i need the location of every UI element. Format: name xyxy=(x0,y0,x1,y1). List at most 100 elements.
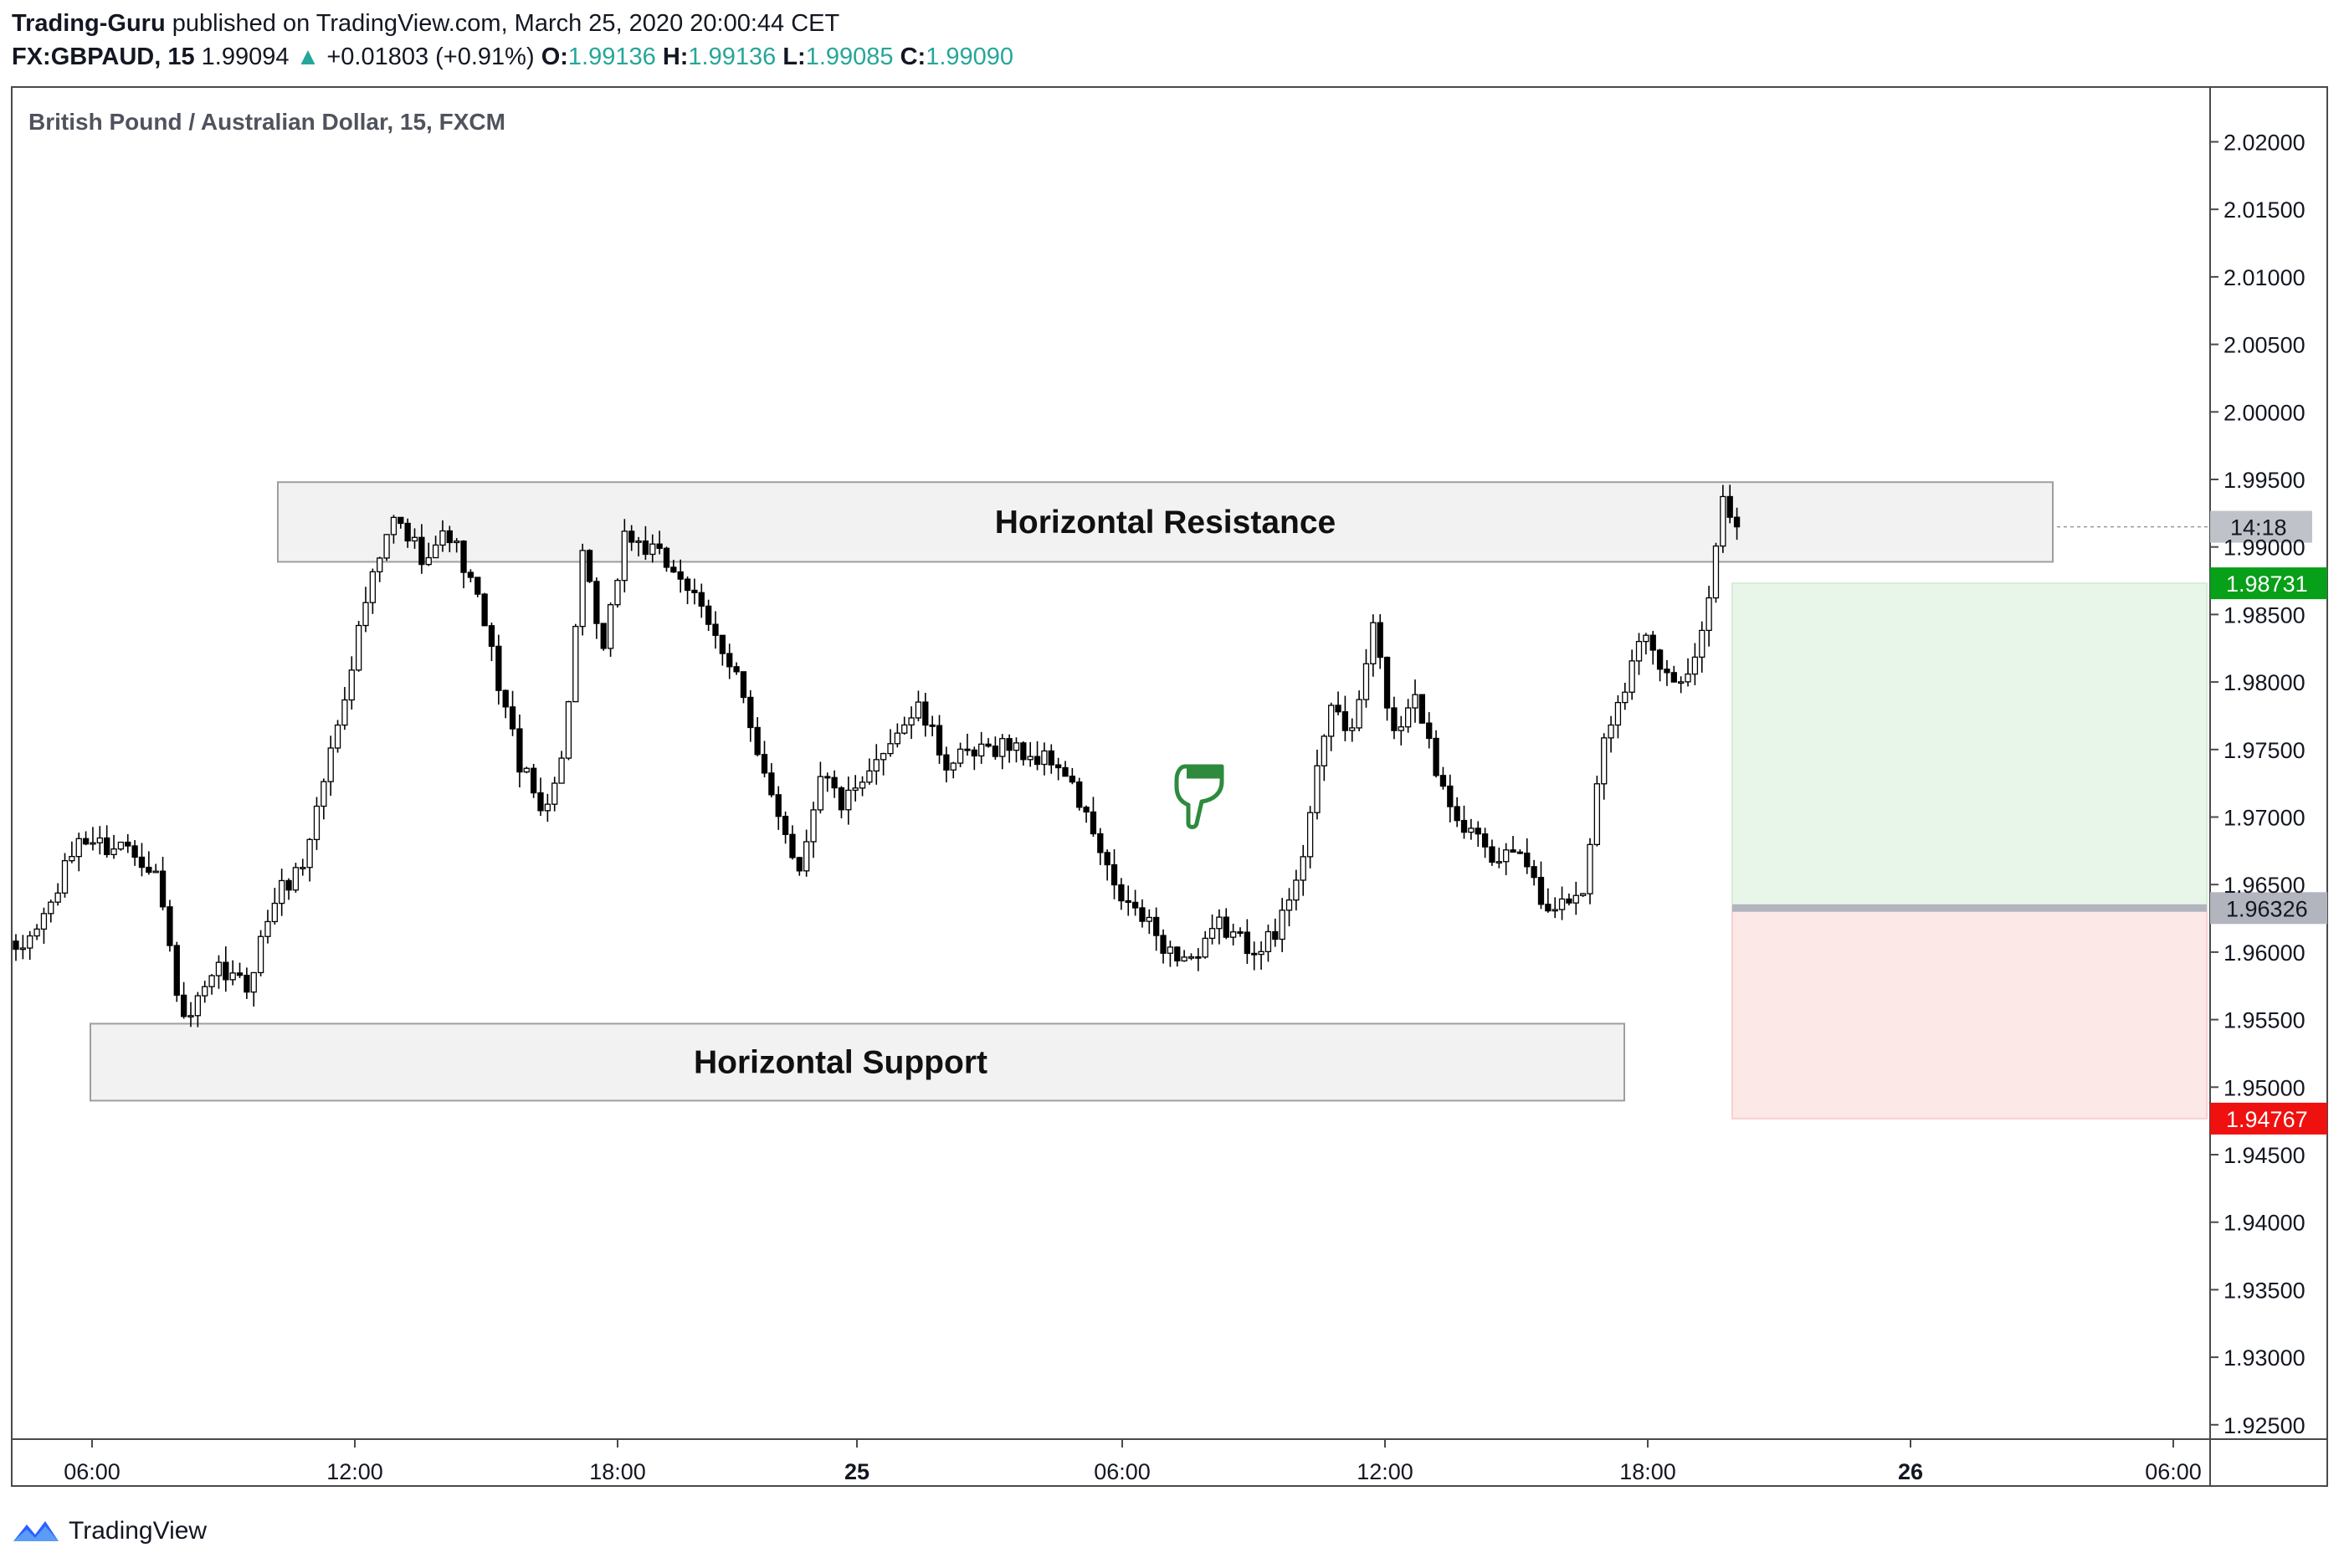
candle-down[interactable] xyxy=(698,592,705,607)
candle-down[interactable] xyxy=(1062,766,1069,777)
candle-up[interactable] xyxy=(1579,893,1587,896)
candle-up[interactable] xyxy=(194,995,202,1017)
candle-up[interactable] xyxy=(321,781,327,807)
candle-down[interactable] xyxy=(747,696,754,729)
candle-up[interactable] xyxy=(1229,931,1237,938)
candle-down[interactable] xyxy=(1418,694,1426,724)
footer-logo[interactable]: TradingView xyxy=(12,1516,207,1546)
candle-down[interactable] xyxy=(740,671,747,699)
candle-up[interactable] xyxy=(1699,629,1705,658)
candle-up[interactable] xyxy=(33,928,40,937)
candle-up[interactable] xyxy=(1181,956,1187,962)
candle-down[interactable] xyxy=(1083,807,1090,813)
candle-up[interactable] xyxy=(96,837,103,843)
candle-up[interactable] xyxy=(1643,634,1649,643)
candle-up[interactable] xyxy=(215,961,223,976)
candle-up[interactable] xyxy=(1146,916,1152,922)
candle-down[interactable] xyxy=(754,726,761,756)
candle-down[interactable] xyxy=(1454,806,1460,822)
candle-up[interactable] xyxy=(1208,928,1216,940)
candle-down[interactable] xyxy=(1439,775,1447,787)
candle-up[interactable] xyxy=(454,541,460,544)
candle-down[interactable] xyxy=(1223,916,1229,938)
candle-down[interactable] xyxy=(1272,930,1279,940)
candle-down[interactable] xyxy=(1524,853,1531,868)
candle-up[interactable] xyxy=(377,557,383,572)
candle-down[interactable] xyxy=(1475,828,1481,835)
candle-down[interactable] xyxy=(1531,866,1537,879)
candle-down[interactable] xyxy=(1054,764,1062,769)
candle-down[interactable] xyxy=(663,547,670,568)
candle-down[interactable] xyxy=(1656,649,1664,670)
candle-down[interactable] xyxy=(1174,946,1181,962)
candle-up[interactable] xyxy=(110,848,117,855)
candle-up[interactable] xyxy=(1503,849,1510,863)
candle-down[interactable] xyxy=(593,581,600,624)
candle-down[interactable] xyxy=(1426,722,1433,740)
candle-up[interactable] xyxy=(551,782,558,805)
support-zone[interactable] xyxy=(90,1022,1625,1102)
candle-up[interactable] xyxy=(621,530,628,582)
candle-up[interactable] xyxy=(957,748,964,764)
candle-down[interactable] xyxy=(1726,495,1733,518)
candle-up[interactable] xyxy=(48,901,54,915)
candle-up[interactable] xyxy=(572,626,579,703)
candle-down[interactable] xyxy=(1516,851,1524,854)
candle-down[interactable] xyxy=(1104,852,1110,866)
candle-down[interactable] xyxy=(838,787,845,811)
candle-down[interactable] xyxy=(985,743,992,747)
candle-up[interactable] xyxy=(1187,956,1195,959)
candle-up[interactable] xyxy=(1398,726,1404,731)
candle-up[interactable] xyxy=(202,986,208,997)
candle-up[interactable] xyxy=(866,770,873,783)
candle-up[interactable] xyxy=(90,842,96,845)
candle-up[interactable] xyxy=(1027,756,1034,761)
candle-down[interactable] xyxy=(159,870,167,908)
candle-down[interactable] xyxy=(719,634,726,654)
candle-up[interactable] xyxy=(313,805,321,841)
candle-up[interactable] xyxy=(1362,663,1370,700)
candle-up[interactable] xyxy=(75,838,82,858)
candle-down[interactable] xyxy=(398,516,404,525)
candle-up[interactable] xyxy=(901,724,908,734)
candle-down[interactable] xyxy=(474,576,481,595)
candle-down[interactable] xyxy=(992,746,999,757)
candle-down[interactable] xyxy=(509,706,516,730)
candle-up[interactable] xyxy=(649,543,656,556)
candle-up[interactable] xyxy=(369,571,377,603)
candle-down[interactable] xyxy=(1377,622,1383,658)
candle-down[interactable] xyxy=(1335,705,1341,713)
candle-down[interactable] xyxy=(1237,931,1244,934)
candle-down[interactable] xyxy=(964,748,971,751)
candle-up[interactable] xyxy=(1691,656,1699,675)
candle-down[interactable] xyxy=(125,841,131,847)
candle-down[interactable] xyxy=(131,845,138,858)
candle-down[interactable] xyxy=(1566,898,1572,904)
candle-down[interactable] xyxy=(831,776,838,789)
candle-down[interactable] xyxy=(146,866,152,874)
candle-up[interactable] xyxy=(327,747,334,782)
candle-up[interactable] xyxy=(894,732,901,745)
candle-up[interactable] xyxy=(1041,750,1048,766)
candle-down[interactable] xyxy=(1489,846,1495,863)
candle-up[interactable] xyxy=(579,550,586,628)
candle-up[interactable] xyxy=(950,762,957,771)
candle-down[interactable] xyxy=(824,776,831,779)
candle-up[interactable] xyxy=(1013,742,1020,751)
candle-down[interactable] xyxy=(670,566,677,573)
candle-up[interactable] xyxy=(425,556,432,566)
candle-down[interactable] xyxy=(1649,634,1656,651)
candle-down[interactable] xyxy=(1034,756,1041,766)
candle-up[interactable] xyxy=(1328,705,1335,737)
candle-up[interactable] xyxy=(411,536,418,542)
candle-up[interactable] xyxy=(362,602,369,627)
candle-down[interactable] xyxy=(138,856,146,869)
candle-down[interactable] xyxy=(586,550,593,582)
candle-up[interactable] xyxy=(27,935,33,949)
candle-down[interactable] xyxy=(691,589,698,593)
candle-up[interactable] xyxy=(257,935,264,974)
candle-down[interactable] xyxy=(418,536,425,566)
candle-up[interactable] xyxy=(1349,727,1356,731)
candle-down[interactable] xyxy=(733,666,740,673)
candle-down[interactable] xyxy=(1069,776,1076,783)
